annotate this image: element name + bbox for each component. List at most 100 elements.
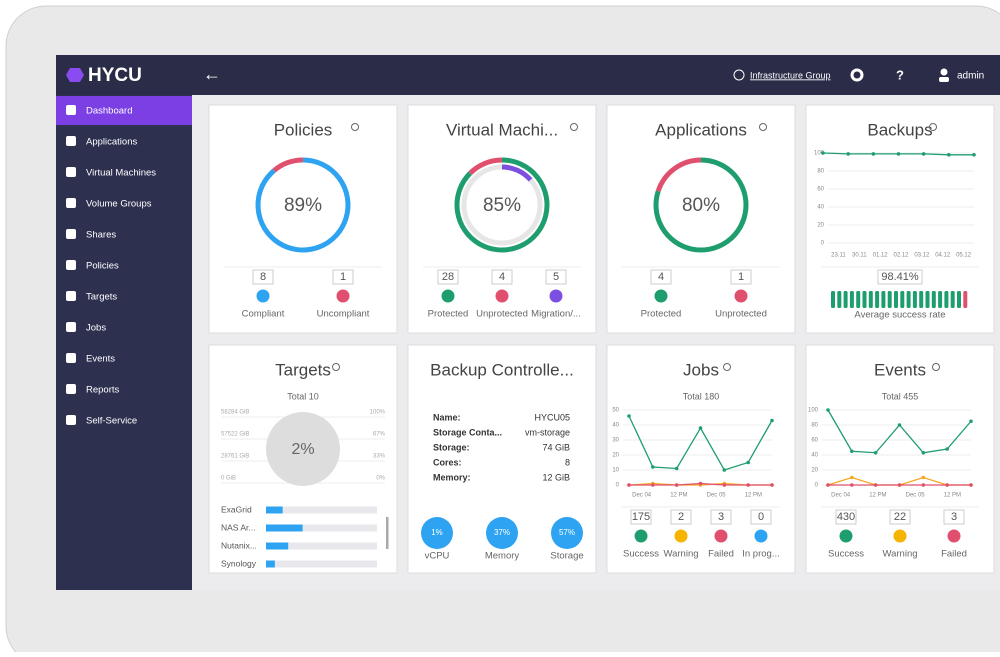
- nav-item[interactable]: Events: [86, 354, 115, 365]
- status-bar: [831, 291, 835, 308]
- y-tick-label: 40: [811, 453, 818, 459]
- gauge-value: 1%: [431, 528, 443, 537]
- donut-percent: 80%: [682, 195, 720, 216]
- rate-box: [877, 269, 923, 285]
- chart-point: [770, 418, 774, 423]
- nav-item[interactable]: Reports: [86, 385, 120, 396]
- user-menu[interactable]: admin: [957, 71, 984, 82]
- x-tick-label: Dec 04: [831, 493, 851, 499]
- user-icon-body: [939, 77, 949, 82]
- bar-track: [266, 560, 377, 568]
- count-box: [943, 509, 965, 525]
- stat-icon: [634, 529, 648, 543]
- rate-label: Average success rate: [854, 310, 945, 321]
- nav-item[interactable]: Volume Groups: [86, 199, 152, 210]
- chart-point: [770, 483, 774, 487]
- nav-icon: [66, 198, 76, 208]
- status-bar: [868, 291, 873, 308]
- card-title: Applications: [655, 120, 747, 139]
- help-icon: [759, 123, 767, 131]
- nav-item[interactable]: Virtual Machines: [86, 168, 156, 179]
- status-bar: [925, 291, 930, 308]
- y-tick-label: 50: [612, 408, 619, 414]
- group-link[interactable]: Infrastructure Group: [750, 70, 831, 80]
- status-bar: [862, 291, 867, 308]
- field-value: HYCU05: [534, 412, 570, 422]
- stat-count: 4: [499, 271, 505, 283]
- x-tick-label: 02.12: [893, 253, 909, 259]
- field-label: Name:: [433, 412, 461, 422]
- status-bar: [957, 291, 961, 308]
- card: [208, 104, 398, 334]
- y-tick-label: 58284 GiB: [221, 410, 249, 416]
- help-icon: [570, 123, 578, 131]
- y-tick-label: 20: [612, 453, 619, 459]
- y2-tick-label: 33%: [373, 454, 386, 460]
- stat-count: 2: [678, 511, 684, 523]
- y2-tick-label: 67%: [373, 432, 386, 438]
- y-tick-label: 20: [817, 223, 824, 229]
- donut-segment: [255, 157, 351, 253]
- count-box: [835, 509, 857, 525]
- nav-item[interactable]: Jobs: [86, 323, 106, 334]
- y-tick-label: 30: [612, 438, 619, 444]
- target-name: NAS Ar...: [221, 522, 256, 532]
- chart-point: [850, 483, 854, 487]
- chart-point: [921, 483, 926, 487]
- chart-point: [722, 468, 727, 472]
- stat-icon: [654, 289, 668, 303]
- nav-icon: [66, 291, 76, 301]
- field-value: 8: [565, 457, 570, 467]
- stat-label: Protected: [641, 309, 682, 320]
- y-tick-label: 10: [612, 468, 619, 474]
- stat-icon: [495, 289, 509, 303]
- card-title: Virtual Machi...: [446, 120, 558, 139]
- field-label: Storage:: [433, 442, 470, 452]
- scrollbar[interactable]: [386, 517, 389, 549]
- gauge: [421, 517, 453, 549]
- back-arrow[interactable]: ←: [203, 64, 221, 84]
- target-bar: [266, 542, 289, 550]
- donut-segment: [655, 157, 702, 192]
- count-box: [437, 269, 459, 285]
- count-box: [491, 269, 513, 285]
- y-tick-label: 28761 GiB: [221, 454, 249, 460]
- card-title: Backups: [867, 120, 932, 139]
- help-menu[interactable]: ?: [896, 67, 904, 82]
- y-tick-label: 0: [616, 483, 620, 489]
- gauge: [486, 517, 518, 549]
- donut-segment: [454, 157, 550, 253]
- chart-point: [674, 466, 679, 471]
- stat-count: 175: [632, 511, 650, 523]
- target-bar: [266, 506, 283, 514]
- nav-item[interactable]: Targets: [86, 292, 117, 303]
- stat-icon: [336, 289, 350, 303]
- nav-item[interactable]: Applications: [86, 137, 137, 148]
- chart-point: [651, 465, 655, 469]
- total: Total 180: [683, 391, 720, 401]
- chart-point: [651, 483, 655, 487]
- nav-icon: [66, 260, 76, 270]
- target-bar: [266, 560, 275, 568]
- target-name: Synology: [221, 558, 257, 568]
- status-bar: [912, 291, 917, 308]
- nav-item[interactable]: Shares: [86, 230, 116, 241]
- count-box: [730, 269, 752, 285]
- y-tick-label: 57522 GiB: [221, 432, 249, 438]
- field-value: 12 GiB: [542, 472, 570, 482]
- nav-item[interactable]: Self-Service: [86, 416, 137, 427]
- target-name: Nutanix...: [221, 540, 257, 550]
- nav-item[interactable]: Dashboard: [86, 106, 132, 117]
- card-title: Events: [874, 360, 926, 379]
- settings-icon[interactable]: [850, 68, 864, 82]
- success-rate: 98.41%: [881, 271, 919, 283]
- field-label: Cores:: [433, 457, 462, 467]
- stat-label: Warning: [882, 549, 917, 560]
- x-tick-label: 03.12: [914, 253, 930, 259]
- y2-tick-label: 0%: [376, 476, 385, 482]
- nav-item[interactable]: Policies: [86, 261, 119, 272]
- chart-point: [821, 151, 825, 155]
- sidebar: [56, 95, 192, 590]
- nav-icon: [66, 136, 76, 146]
- user-icon: [940, 68, 948, 76]
